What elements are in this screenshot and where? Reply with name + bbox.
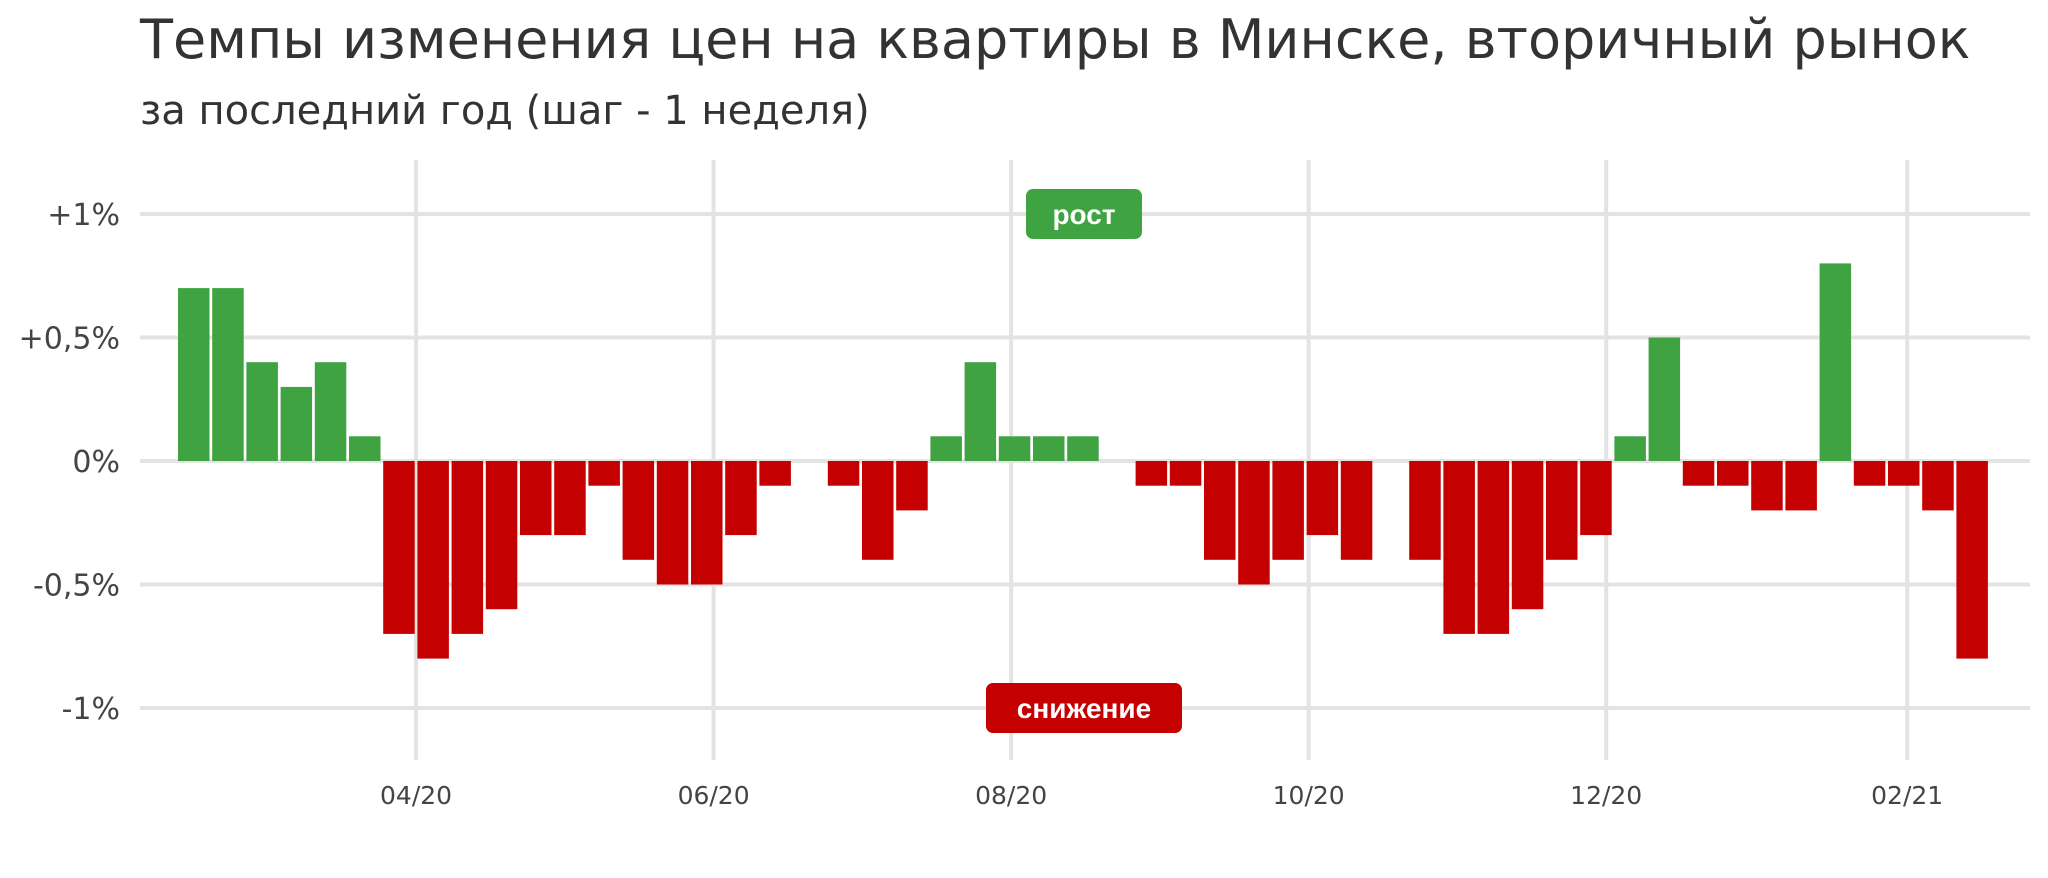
x-tick-label: 06/20 <box>678 781 750 810</box>
bar-decrease <box>656 461 689 585</box>
y-tick-label: +0,5% <box>19 322 120 357</box>
x-tick-label: 04/20 <box>380 781 452 810</box>
bar-decrease <box>1272 461 1304 560</box>
x-tick-label: 12/20 <box>1570 781 1642 810</box>
bar-increase <box>314 362 347 461</box>
bar-increase <box>212 288 244 461</box>
bar-decrease <box>1443 461 1475 634</box>
chart-subtitle: за последний год (шаг - 1 неделя) <box>140 88 870 134</box>
bar-increase <box>1648 337 1681 461</box>
bar-increase <box>1067 436 1099 461</box>
chart-title: Темпы изменения цен на квартиры в Минске… <box>140 8 1971 71</box>
bar-decrease <box>622 461 655 560</box>
bar-decrease <box>1751 461 1783 511</box>
bar-increase <box>964 362 997 461</box>
bar-decrease <box>383 461 415 634</box>
bar-increase <box>1819 263 1852 461</box>
bar-decrease <box>896 461 928 511</box>
bar-decrease <box>1169 461 1202 486</box>
annotations: рост снижение <box>986 189 1182 733</box>
x-tick-label: 08/20 <box>975 781 1047 810</box>
bar-decrease <box>417 461 449 659</box>
x-tick-label: 02/21 <box>1871 781 1943 810</box>
bar-decrease <box>691 461 723 585</box>
bar-decrease <box>1204 461 1236 560</box>
bar-increase <box>1033 436 1065 461</box>
bar-decrease <box>1853 461 1886 486</box>
bar-increase <box>930 436 962 461</box>
bar-decrease <box>1340 461 1373 560</box>
y-tick-labels: +1% +0,5% 0% -0,5% -1% <box>19 198 120 727</box>
x-tick-labels: 04/20 06/20 08/20 10/20 12/20 02/21 <box>380 781 1943 810</box>
bar-decrease <box>1409 461 1441 560</box>
bar-decrease <box>1477 461 1510 634</box>
y-tick-label: +1% <box>47 198 120 233</box>
bar-decrease <box>827 461 860 486</box>
bar-increase <box>998 436 1031 461</box>
bar-decrease <box>1956 461 1988 659</box>
bar-decrease <box>1546 461 1578 560</box>
label-box <box>986 683 1182 733</box>
bar-decrease <box>485 461 518 610</box>
bar-decrease <box>1888 461 1920 486</box>
bar-decrease <box>1785 461 1817 511</box>
bar-decrease <box>1580 461 1612 536</box>
bar-increase <box>280 386 313 461</box>
bar-decrease <box>520 461 552 536</box>
y-tick-label: -0,5% <box>33 569 120 604</box>
bar-decrease <box>725 461 757 536</box>
bar-increase <box>178 288 210 461</box>
label-increase: рост <box>1026 189 1142 239</box>
bar-increase <box>1614 436 1646 461</box>
label-text: рост <box>1052 199 1115 230</box>
y-tick-label: -1% <box>62 692 120 727</box>
bar-decrease <box>451 461 484 634</box>
x-tick-label: 10/20 <box>1273 781 1345 810</box>
bar-decrease <box>588 461 620 486</box>
bar-increase <box>246 362 278 461</box>
label-decrease: снижение <box>986 683 1182 733</box>
bar-decrease <box>1238 461 1270 585</box>
bar-decrease <box>1511 461 1544 610</box>
bar-decrease <box>1922 461 1954 511</box>
bar-decrease <box>1717 461 1749 486</box>
label-box <box>1026 189 1142 239</box>
bar-decrease <box>1306 461 1339 536</box>
label-text: снижение <box>1017 693 1151 724</box>
bar-decrease <box>862 461 894 560</box>
y-tick-label: 0% <box>72 445 120 480</box>
bar-increase <box>349 436 381 461</box>
bar-decrease <box>554 461 586 536</box>
bar-decrease <box>1135 461 1168 486</box>
bars <box>178 263 1988 659</box>
bar-decrease <box>1682 461 1715 486</box>
bar-decrease <box>759 461 791 486</box>
